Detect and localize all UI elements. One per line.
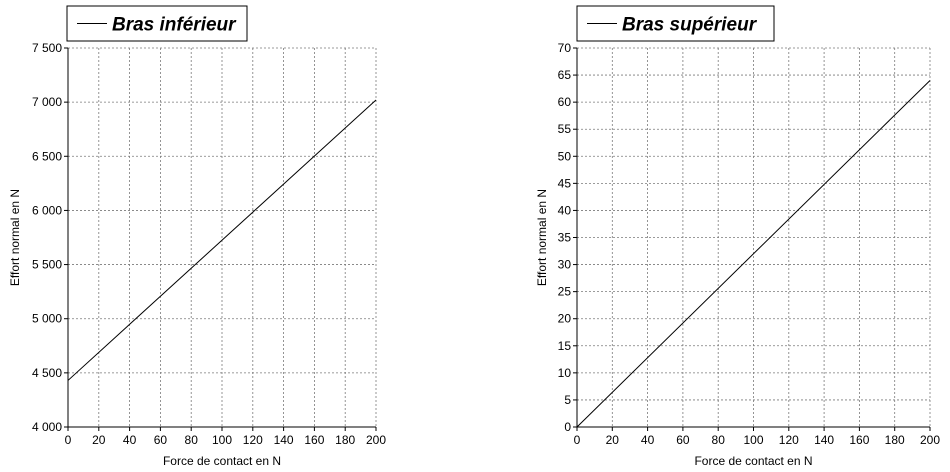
y-tick-label: 7 500 [32,41,62,55]
chart-1: 0 20 40 60 80 100 120 140 160 180 200 4 000 4 500 5 0… [8,5,386,468]
y-tick-label: 5 500 [32,258,62,272]
y-tick-label: 15 [558,339,572,353]
y-axis-label: Effort normal en N [535,189,549,286]
series-line [67,99,377,381]
x-tick-label: 80 [185,433,199,447]
x-tick-label: 60 [154,433,168,447]
x-tick-label: 200 [920,433,940,447]
x-tick-label: 160 [304,433,324,447]
x-tick-label: 160 [849,433,869,447]
chart-2: 0 20 40 60 80 100 120 140 160 180 200 0 5 10 15 20 25 30 3… [535,5,940,468]
y-tick-label: 40 [558,203,572,217]
y-tick-label: 7 000 [32,95,62,109]
x-tick-label: 180 [335,433,355,447]
y-tick-label: 25 [558,285,572,299]
x-tick-label: 60 [676,433,690,447]
series-line [576,80,931,428]
x-tick-label: 120 [243,433,263,447]
x-tick-label: 20 [606,433,620,447]
y-tick-label: 6 000 [32,203,62,217]
y-tick-label: 10 [558,366,572,380]
x-tick-label: 20 [92,433,106,447]
y-tick-label: 55 [558,122,572,136]
x-tick-label: 120 [779,433,799,447]
y-tick-label: 60 [558,95,572,109]
x-tick-label: 200 [366,433,386,447]
y-tick-label: 4 500 [32,366,62,380]
x-axis-label: Force de contact en N [163,454,281,468]
y-tick-label: 30 [558,258,572,272]
legend: Bras supérieur [576,5,775,42]
x-tick-label: 80 [712,433,726,447]
x-axis-label: Force de contact en N [694,454,812,468]
legend: Bras inférieur [66,5,248,42]
y-tick-label: 4 000 [32,420,62,434]
x-tick-label: 140 [274,433,294,447]
y-tick-label: 50 [558,149,572,163]
y-tick-label: 20 [558,312,572,326]
y-tick-label: 5 000 [32,312,62,326]
y-tick-label: 0 [564,420,571,434]
x-tick-label: 180 [885,433,905,447]
y-tick-label: 65 [558,68,572,82]
x-tick-label: 140 [814,433,834,447]
x-tick-label: 40 [123,433,137,447]
x-tick-label: 0 [574,433,581,447]
y-tick-label: 45 [558,176,572,190]
y-tick-label: 70 [558,41,572,55]
legend-label: Bras supérieur [622,15,758,36]
x-tick-label: 0 [65,433,72,447]
y-tick-label: 6 500 [32,149,62,163]
y-tick-label: 35 [558,231,572,245]
legend-label: Bras inférieur [112,15,237,36]
x-tick-label: 100 [212,433,232,447]
y-tick-label: 5 [564,393,571,407]
x-tick-label: 40 [641,433,655,447]
x-tick-label: 100 [743,433,763,447]
y-axis-label: Effort normal en N [8,189,22,286]
